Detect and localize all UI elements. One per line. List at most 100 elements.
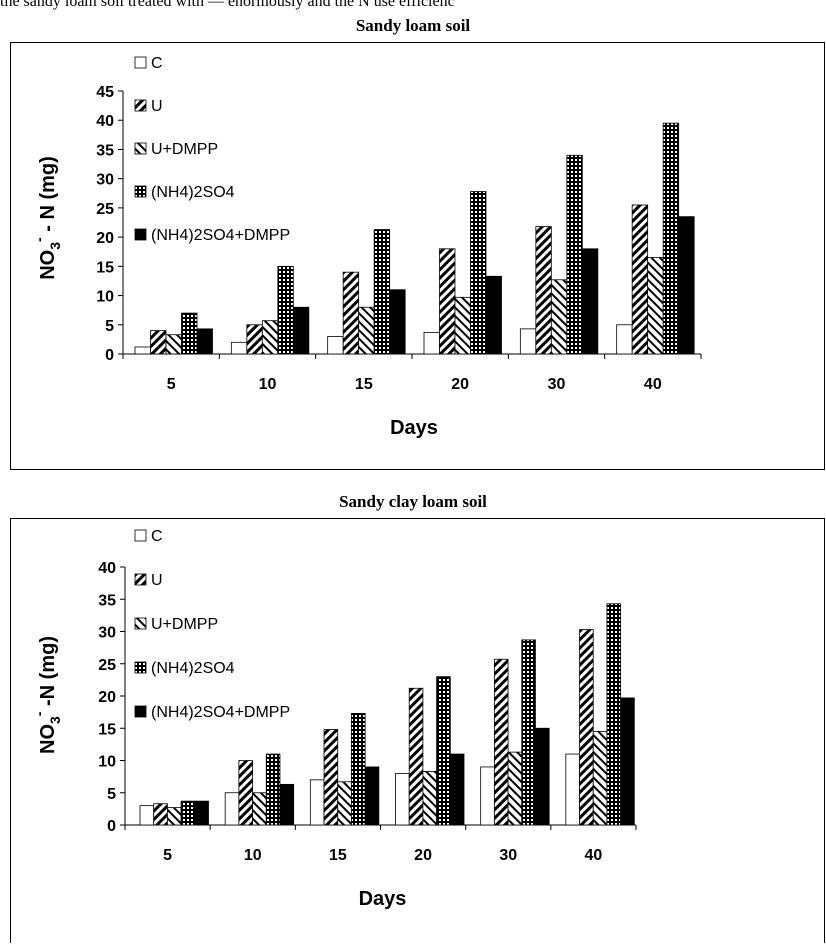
- bar-nh4-2so4-dmpp-day-30: [535, 727, 550, 826]
- x-tick-label: 15: [329, 847, 347, 864]
- bar-nh4-2so4-day-20: [470, 191, 487, 355]
- x-tick-label: 40: [644, 376, 662, 393]
- bar-u-dmpp-day-10: [261, 320, 279, 355]
- bar-u-dmpp-day-30: [507, 751, 523, 826]
- bar-u-dmpp-day-40: [592, 731, 608, 826]
- y-tick-label: 20: [96, 230, 114, 247]
- x-tick-label: 10: [259, 376, 277, 393]
- bar-nh4-2so4-day-40: [606, 603, 622, 826]
- y-tick-label: 25: [98, 657, 116, 674]
- bar-nh4-2so4-dmpp-day-15: [364, 766, 380, 826]
- bar-u-day-10: [238, 760, 253, 826]
- legend-label-nh4-2so4: (NH4)2SO4: [151, 184, 235, 201]
- bar-nh4-2so4-dmpp-day-40: [678, 216, 695, 355]
- bar-nh4-2so4-dmpp-day-30: [581, 248, 599, 355]
- x-tick-label: 5: [167, 376, 176, 393]
- y-tick-label: 10: [96, 289, 114, 306]
- y-tick-label: 30: [96, 172, 114, 189]
- bar-u-dmpp-day-15: [337, 781, 352, 826]
- bar-c-day-5: [139, 805, 155, 826]
- bar-u-day-20: [408, 687, 424, 826]
- bar-c-day-15: [309, 779, 325, 826]
- x-tick-label: 30: [548, 376, 566, 393]
- bar-u-dmpp-day-20: [422, 771, 437, 826]
- bar-c-day-10: [224, 792, 240, 826]
- bar-nh4-2so4-dmpp-day-20: [449, 753, 465, 826]
- bar-c-day-40: [616, 324, 633, 355]
- y-axis-title: NO3- - N (mg): [31, 156, 63, 280]
- legend-label-nh4-2so4-dmpp: (NH4)2SO4+DMPP: [151, 227, 290, 244]
- bar-nh4-2so4-day-10: [277, 265, 294, 355]
- bar-u-day-30: [535, 226, 552, 355]
- legend-swatch-nh4-2so4-dmpp: [134, 705, 147, 718]
- x-axis-title: Days: [359, 888, 407, 910]
- bar-u-dmpp-day-20: [454, 296, 471, 355]
- bar-nh4-2so4-dmpp-day-5: [196, 328, 213, 355]
- legend-swatch-u: [134, 99, 147, 112]
- bar-c-day-30: [519, 328, 537, 355]
- legend-label-nh4-2so4: (NH4)2SO4: [151, 660, 235, 677]
- legend-swatch-nh4-2so4-dmpp: [134, 228, 147, 241]
- bar-c-day-20: [395, 772, 410, 826]
- bar-u-day-30: [493, 658, 509, 826]
- x-tick-label: 20: [414, 847, 432, 864]
- x-tick-label: 15: [355, 376, 373, 393]
- bar-u-dmpp-day-15: [358, 306, 375, 355]
- bar-nh4-2so4-day-30: [566, 154, 583, 355]
- bar-nh4-2so4-day-5: [180, 800, 196, 826]
- bar-nh4-2so4-day-20: [436, 676, 451, 826]
- legend-swatch-nh4-2so4: [134, 185, 147, 198]
- x-tick-label: 20: [451, 376, 469, 393]
- bar-nh4-2so4-day-10: [265, 753, 281, 826]
- bar-nh4-2so4-day-15: [373, 229, 391, 355]
- page-text-fragment: the sandy loam soil treated with — enorm…: [0, 0, 455, 10]
- legend-swatch-u: [134, 573, 147, 586]
- y-tick-label: 30: [98, 625, 116, 642]
- bar-nh4-2so4-dmpp-day-10: [292, 306, 310, 355]
- y-tick-label: 0: [105, 347, 114, 364]
- y-tick-label: 40: [98, 560, 116, 577]
- bar-c-day-40: [565, 753, 580, 826]
- bar-c-day-5: [134, 346, 151, 355]
- legend-label-c: C: [151, 55, 163, 72]
- bar-nh4-2so4-dmpp-day-20: [485, 275, 502, 355]
- bar-c-day-10: [230, 341, 248, 355]
- bar-u-day-5: [153, 803, 168, 826]
- chart-frame-sandy-loam: 0 5 10 15 20 25 30 35 40 45 5 10 15 20 30 40 C U U+DMPP (NH…: [10, 42, 825, 470]
- legend-label-nh4-2so4-dmpp: (NH4)2SO4+DMPP: [151, 704, 290, 721]
- y-tick-label: 45: [96, 84, 114, 101]
- y-tick-label: 20: [98, 689, 116, 706]
- bar-c-day-15: [327, 336, 344, 355]
- bar-u-day-40: [631, 204, 649, 355]
- bar-nh4-2so4-dmpp-day-10: [279, 783, 295, 826]
- bar-nh4-2so4-day-30: [521, 639, 536, 826]
- legend-label-u-dmpp: U+DMPP: [151, 141, 218, 158]
- chart-sandy-loam: 0 5 10 15 20 25 30 35 40 45 5 10 15 20 30 40 C U U+DMPP (NH…: [31, 55, 702, 439]
- bar-u-dmpp-day-40: [647, 257, 664, 355]
- x-tick-label: 40: [585, 847, 603, 864]
- bar-u-day-5: [150, 330, 167, 355]
- y-tick-label: 15: [96, 259, 114, 276]
- bar-u-dmpp-day-30: [550, 279, 568, 355]
- y-axis-title: NO3- -N (mg): [31, 636, 63, 754]
- y-tick-label: 10: [98, 754, 116, 771]
- chart-frame-sandy-clay-loam: 0 5 10 15 20 25 30 35 40 5 10 15 20 30 40 C U U+DMPP (NH4)…: [10, 518, 825, 943]
- bar-u-dmpp-day-10: [252, 792, 267, 826]
- legend-swatch-nh4-2so4: [134, 661, 147, 674]
- bar-nh4-2so4-dmpp-day-15: [389, 289, 406, 355]
- legend-label-c: C: [151, 528, 163, 545]
- chart-title-sandy-clay-loam: Sandy clay loam soil: [339, 492, 487, 511]
- y-tick-label: 0: [107, 818, 116, 835]
- bar-u-day-15: [342, 271, 360, 355]
- bar-u-day-20: [439, 248, 456, 355]
- bar-u-day-40: [579, 629, 594, 826]
- y-tick-label: 15: [98, 721, 116, 738]
- bar-nh4-2so4-day-40: [662, 122, 680, 355]
- y-tick-label: 5: [107, 786, 116, 803]
- legend-swatch-u-dmpp: [134, 142, 147, 155]
- bar-nh4-2so4-dmpp-day-5: [194, 800, 209, 826]
- y-tick-label: 25: [96, 201, 114, 218]
- bar-c-day-30: [480, 766, 495, 826]
- chart-title-sandy-loam: Sandy loam soil: [355, 16, 471, 35]
- bar-nh4-2so4-day-5: [181, 312, 198, 355]
